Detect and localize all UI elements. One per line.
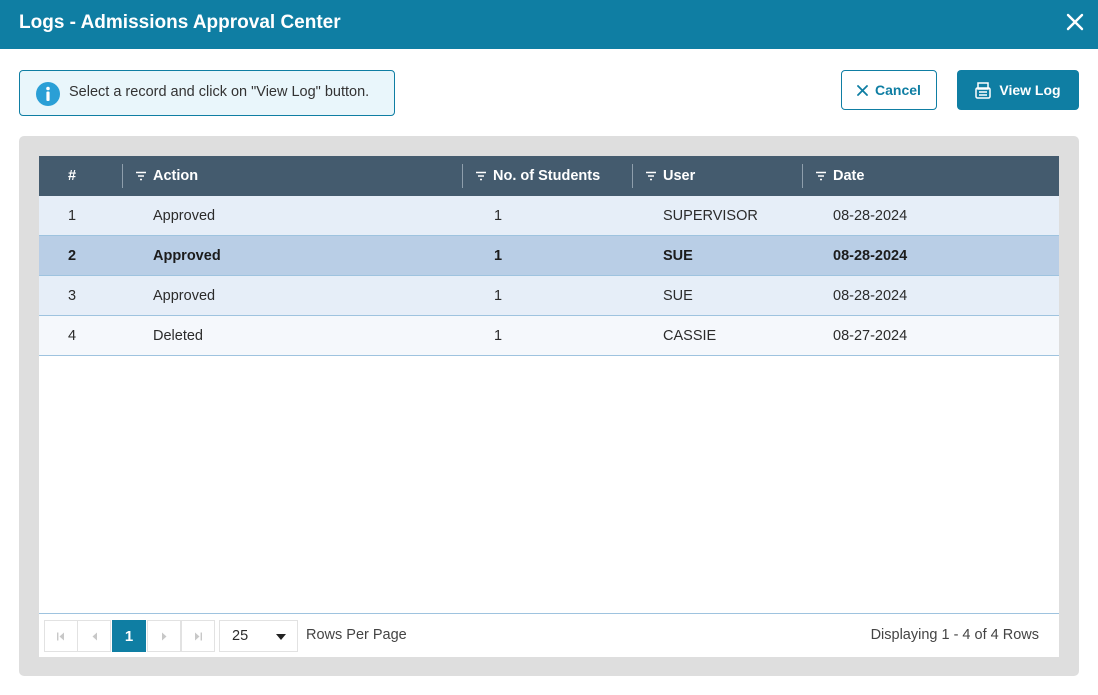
column-header-number[interactable]: # <box>68 168 77 184</box>
chevron-down-icon <box>276 634 286 640</box>
column-separator[interactable] <box>632 164 633 188</box>
page-size-select[interactable]: 25 <box>219 620 298 652</box>
first-page-button[interactable] <box>44 620 78 652</box>
row-number: 4 <box>68 327 77 344</box>
table-header: # Action No. of Students User Date <box>39 156 1059 196</box>
row-date: 08-27-2024 <box>833 327 908 344</box>
table-row[interactable]: 3 Approved 1 SUE 08-28-2024 <box>39 276 1059 316</box>
filter-icon[interactable] <box>815 170 827 182</box>
row-action: Approved <box>153 247 221 264</box>
table-row-selected[interactable]: 2 Approved 1 SUE 08-28-2024 <box>39 236 1059 276</box>
page-size-value: 25 <box>232 628 249 644</box>
row-user: SUPERVISOR <box>663 207 758 224</box>
x-icon <box>857 84 868 96</box>
title-bar: Logs - Admissions Approval Center <box>0 0 1098 49</box>
cancel-button-label: Cancel <box>875 82 921 98</box>
grid-panel: # Action No. of Students User Date <box>19 136 1079 676</box>
table-row[interactable]: 4 Deleted 1 CASSIE 08-27-2024 <box>39 316 1059 356</box>
row-students: 1 <box>494 327 503 344</box>
last-page-button[interactable] <box>181 620 215 652</box>
logs-grid: # Action No. of Students User Date <box>39 156 1059 657</box>
row-action: Deleted <box>153 327 203 344</box>
column-separator[interactable] <box>122 164 123 188</box>
filter-icon[interactable] <box>135 170 147 182</box>
row-action: Approved <box>153 207 216 224</box>
column-separator[interactable] <box>462 164 463 188</box>
row-date: 08-28-2024 <box>833 247 908 264</box>
previous-page-button[interactable] <box>77 620 111 652</box>
row-number: 1 <box>68 207 77 224</box>
display-count-text: Displaying 1 - 4 of 4 Rows <box>870 627 1039 643</box>
row-user: SUE <box>663 287 693 304</box>
column-header-date[interactable]: Date <box>815 156 864 196</box>
table-row[interactable]: 1 Approved 1 SUPERVISOR 08-28-2024 <box>39 196 1059 236</box>
row-students: 1 <box>494 287 503 304</box>
row-students: 1 <box>494 207 503 224</box>
row-user: SUE <box>663 247 693 264</box>
first-page-icon <box>57 632 64 640</box>
column-header-students[interactable]: No. of Students <box>475 156 600 196</box>
log-document-icon <box>975 81 992 99</box>
info-icon <box>36 82 60 106</box>
row-date: 08-28-2024 <box>833 207 908 224</box>
rows-per-page-label: Rows Per Page <box>306 627 407 643</box>
pager: 1 25 Rows Per Page Displaying 1 - 4 of 4… <box>39 613 1059 657</box>
row-number: 3 <box>68 287 77 304</box>
row-action: Approved <box>153 287 216 304</box>
cancel-button[interactable]: Cancel <box>841 70 937 110</box>
window-title: Logs - Admissions Approval Center <box>19 12 341 33</box>
row-students: 1 <box>494 247 503 264</box>
row-number: 2 <box>68 247 77 264</box>
row-user: CASSIE <box>663 327 717 344</box>
close-icon[interactable] <box>1064 11 1086 33</box>
view-log-button[interactable]: View Log <box>957 70 1079 110</box>
filter-icon[interactable] <box>645 170 657 182</box>
previous-page-icon <box>92 632 97 640</box>
view-log-button-label: View Log <box>999 82 1061 98</box>
info-message: Select a record and click on "View Log" … <box>19 70 395 116</box>
column-header-user[interactable]: User <box>645 156 695 196</box>
next-page-button[interactable] <box>147 620 181 652</box>
info-text: Select a record and click on "View Log" … <box>69 84 370 100</box>
last-page-icon <box>195 632 202 640</box>
next-page-icon <box>161 632 166 640</box>
column-header-action[interactable]: Action <box>135 156 198 196</box>
column-separator[interactable] <box>802 164 803 188</box>
row-date: 08-28-2024 <box>833 287 908 304</box>
filter-icon[interactable] <box>475 170 487 182</box>
page-number-button[interactable]: 1 <box>112 620 146 652</box>
